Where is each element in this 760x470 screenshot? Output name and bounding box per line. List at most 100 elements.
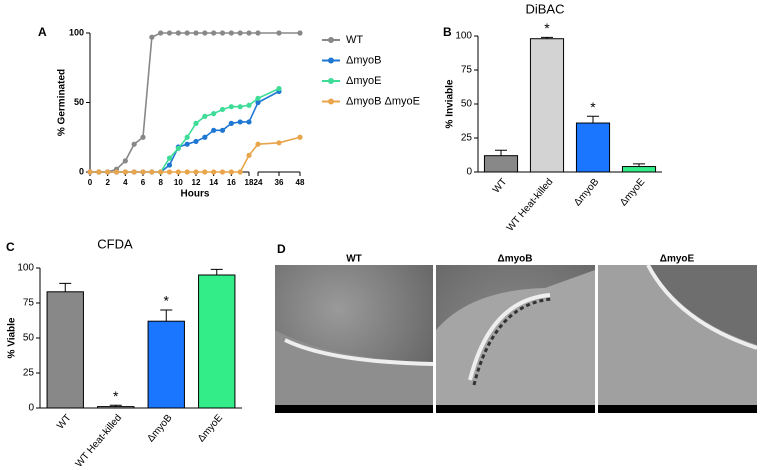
data-point bbox=[184, 30, 190, 36]
data-point bbox=[175, 145, 181, 151]
micrograph-title: ΔmyoE bbox=[660, 254, 695, 265]
y-axis-label: % Germinated bbox=[57, 69, 68, 136]
micrograph-detail bbox=[650, 265, 757, 345]
data-point bbox=[237, 169, 243, 175]
legend-marker bbox=[328, 98, 334, 105]
data-point bbox=[202, 134, 208, 140]
data-point bbox=[276, 30, 282, 36]
data-point bbox=[211, 127, 217, 133]
significance-mark: * bbox=[544, 20, 550, 36]
legend-label: ΔmyoE bbox=[346, 75, 381, 87]
data-point bbox=[202, 30, 208, 36]
data-point bbox=[193, 169, 199, 175]
legend-label: WT bbox=[346, 34, 363, 46]
error-bar bbox=[59, 282, 72, 292]
x-tick-label: 36 bbox=[275, 178, 284, 187]
data-point bbox=[237, 104, 243, 110]
legend-label: ΔmyoB ΔmyoE bbox=[346, 95, 420, 107]
legend-marker bbox=[328, 78, 334, 84]
error-bar bbox=[160, 309, 173, 322]
data-point bbox=[211, 169, 217, 175]
data-point bbox=[149, 34, 155, 40]
x-tick-label: 14 bbox=[209, 178, 218, 187]
significance-mark: * bbox=[113, 388, 119, 404]
data-point bbox=[87, 169, 93, 175]
legend-marker bbox=[328, 57, 334, 64]
x-tick-label: WT bbox=[491, 177, 509, 196]
scale-bar bbox=[436, 405, 595, 413]
series-line bbox=[90, 32, 300, 173]
legend-marker bbox=[328, 37, 334, 43]
panel-letter: C bbox=[6, 240, 15, 254]
data-point bbox=[158, 30, 164, 36]
data-point bbox=[228, 120, 234, 126]
data-point bbox=[211, 30, 217, 36]
legend-label: ΔmyoB bbox=[346, 54, 381, 66]
x-tick-label: 6 bbox=[141, 178, 146, 187]
y-tick-label: 50 bbox=[461, 99, 473, 110]
data-point bbox=[219, 30, 226, 36]
data-point bbox=[193, 30, 199, 36]
y-tick-label: 50 bbox=[74, 97, 84, 107]
x-tick-label: 48 bbox=[296, 178, 305, 187]
x-tick-label: WT Heat-killed bbox=[505, 177, 555, 234]
bar bbox=[198, 274, 236, 409]
data-point bbox=[166, 30, 173, 36]
data-point bbox=[140, 134, 146, 140]
data-point bbox=[113, 169, 120, 175]
error-bar bbox=[633, 163, 645, 167]
data-point bbox=[246, 102, 252, 108]
error-bar bbox=[587, 115, 599, 124]
data-point bbox=[219, 169, 226, 175]
error-bar bbox=[210, 268, 223, 275]
data-point bbox=[255, 30, 261, 36]
bar bbox=[621, 166, 657, 173]
data-point bbox=[219, 127, 226, 133]
data-point bbox=[184, 169, 190, 175]
data-point bbox=[193, 120, 199, 126]
bar bbox=[97, 406, 135, 409]
y-tick-label: 50 bbox=[23, 333, 35, 344]
data-point bbox=[105, 169, 111, 175]
micrograph-detail bbox=[646, 264, 758, 350]
y-axis-label: % Viable bbox=[7, 317, 18, 358]
data-point bbox=[202, 113, 208, 119]
bar bbox=[575, 122, 611, 173]
x-tick-label: ΔmyoE bbox=[618, 176, 647, 208]
data-point bbox=[255, 95, 261, 101]
data-point bbox=[228, 104, 234, 110]
data-point bbox=[228, 169, 234, 175]
x-tick-label: 12 bbox=[192, 178, 201, 187]
data-point bbox=[246, 119, 252, 125]
error-bar bbox=[495, 149, 507, 156]
data-point bbox=[96, 169, 102, 175]
significance-mark: * bbox=[590, 99, 596, 115]
data-point bbox=[184, 134, 190, 140]
x-tick-label: 4 bbox=[123, 178, 128, 187]
x-tick-label: ΔmyoB bbox=[145, 412, 174, 444]
bar bbox=[483, 155, 519, 173]
data-point bbox=[149, 169, 155, 175]
data-point bbox=[131, 169, 137, 175]
x-tick-label: ΔmyoB bbox=[572, 176, 601, 208]
data-point bbox=[140, 169, 146, 175]
y-tick-label: 100 bbox=[69, 27, 84, 37]
panel-letter: D bbox=[277, 242, 286, 256]
significance-mark: * bbox=[164, 293, 170, 309]
x-tick-label: 24 bbox=[254, 178, 263, 187]
error-bar bbox=[541, 36, 553, 39]
x-tick-label: WT bbox=[55, 413, 73, 432]
x-tick-label: 16 bbox=[227, 178, 236, 187]
chart-title: CFDA bbox=[97, 236, 133, 251]
y-tick-label: 0 bbox=[466, 167, 472, 178]
chart-title: DiBAC bbox=[525, 1, 564, 16]
data-point bbox=[246, 152, 252, 158]
bar bbox=[529, 38, 565, 173]
data-point bbox=[219, 106, 226, 113]
data-point bbox=[122, 158, 128, 164]
x-tick-label: 10 bbox=[174, 178, 183, 187]
data-point bbox=[246, 30, 252, 36]
x-tick-label: ΔmyoE bbox=[196, 412, 225, 444]
